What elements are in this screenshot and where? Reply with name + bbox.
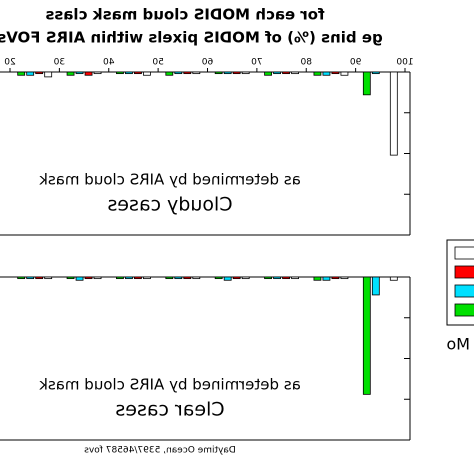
bar <box>44 71 53 78</box>
bar <box>116 276 124 280</box>
bar <box>282 276 290 280</box>
bar <box>331 71 340 75</box>
bar <box>273 71 281 75</box>
bar <box>183 276 192 280</box>
bar <box>340 71 349 76</box>
bar <box>17 71 26 76</box>
bar <box>125 276 133 280</box>
chart-title: ge bins (%) of MODIS pixels within AIRS … <box>0 29 383 47</box>
x-tick-label: 90 <box>350 58 362 68</box>
legend-swatch <box>454 303 474 317</box>
bar <box>389 276 398 281</box>
x-tick-label: 60 <box>202 58 214 68</box>
x-tick-label: 80 <box>300 58 312 68</box>
bar <box>232 71 241 75</box>
bar <box>35 276 44 280</box>
annotation: as determined by AIRS cloud mask <box>39 376 301 394</box>
legend-swatch <box>454 284 474 298</box>
bar <box>273 276 281 280</box>
bar <box>134 71 142 75</box>
bar <box>66 71 75 76</box>
bar <box>241 71 250 75</box>
x-tick-label: 50 <box>152 58 164 68</box>
bar <box>84 71 93 76</box>
bar <box>371 71 380 75</box>
legend-swatch <box>454 246 474 260</box>
bar <box>282 71 290 75</box>
bar <box>313 71 322 76</box>
panel-label: Clear cases <box>115 399 224 421</box>
bar <box>66 276 75 280</box>
x-tick-label: 20 <box>4 58 16 68</box>
bar <box>17 276 26 280</box>
legend-title: Mo <box>446 335 470 354</box>
bar <box>362 276 371 395</box>
bar <box>125 71 133 75</box>
bar <box>134 276 142 280</box>
bar <box>165 276 174 280</box>
bar <box>174 276 183 280</box>
bar <box>174 71 183 75</box>
bar <box>241 276 250 280</box>
x-tick-label: 70 <box>251 58 263 68</box>
bar <box>389 71 398 156</box>
x-tick-label: 30 <box>53 58 65 68</box>
bar <box>291 276 299 280</box>
x-tick-label: 40 <box>103 58 115 68</box>
bar <box>371 276 380 296</box>
bar <box>232 276 241 280</box>
bar <box>26 276 35 280</box>
bar <box>93 71 102 75</box>
bar <box>84 276 93 280</box>
bar <box>362 71 371 96</box>
bar <box>192 276 201 280</box>
annotation: as determined by AIRS cloud mask <box>39 171 301 189</box>
bar <box>165 71 174 76</box>
bar <box>192 71 201 75</box>
bar <box>322 71 331 76</box>
bar <box>44 276 53 280</box>
bar <box>223 71 232 75</box>
bar <box>340 276 349 280</box>
bar <box>143 276 151 280</box>
footnote: Daytime Ocean, 5397/46587 fovs <box>84 446 236 456</box>
bar <box>322 276 331 281</box>
bar <box>291 71 299 75</box>
bar <box>313 276 322 281</box>
bar <box>116 71 124 75</box>
legend-swatch <box>454 265 474 279</box>
bar <box>75 71 84 75</box>
panel-label: Cloudy cases <box>107 194 232 216</box>
bar <box>93 276 102 280</box>
bar <box>183 71 192 75</box>
bar <box>35 71 44 75</box>
bar <box>223 276 232 281</box>
bar <box>143 71 151 76</box>
bar <box>214 71 223 75</box>
x-tick-label: 100 <box>396 58 413 68</box>
bar <box>331 276 340 280</box>
bar <box>214 276 223 280</box>
bar <box>26 71 35 76</box>
bar <box>264 71 272 76</box>
chart-title: for each MODIS cloud mask class <box>45 6 324 24</box>
bar <box>75 276 84 281</box>
bar <box>264 276 272 280</box>
